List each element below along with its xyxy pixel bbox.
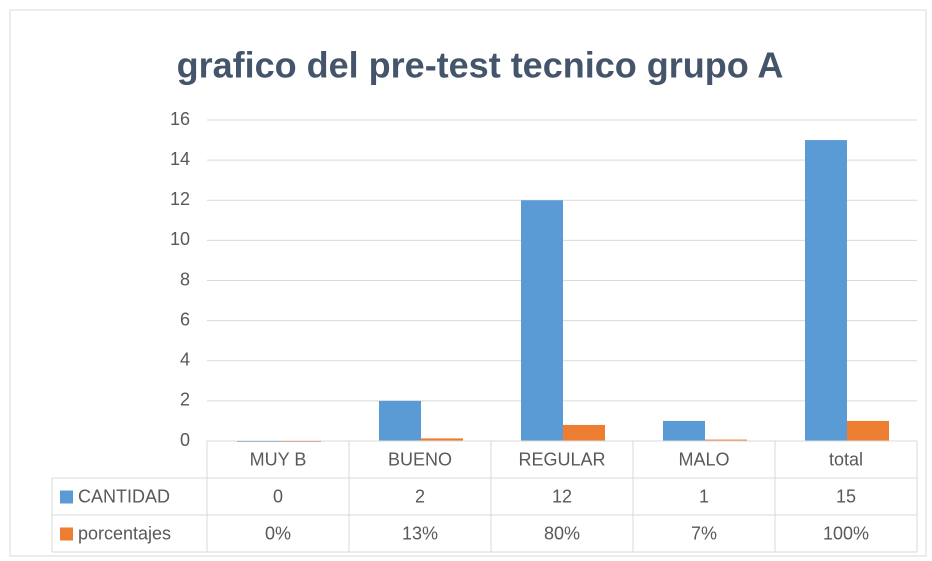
bar <box>847 420 889 441</box>
table-cell: 0% <box>265 523 291 543</box>
legend-label: porcentajes <box>78 523 171 543</box>
bar <box>563 424 605 441</box>
table-cell: 15 <box>836 486 856 506</box>
table-cell: 2 <box>415 486 425 506</box>
y-tick-label: 10 <box>170 229 190 249</box>
chart-border <box>9 9 927 557</box>
y-tick-label: 16 <box>170 109 190 129</box>
x-tick-label: BUENO <box>388 449 452 469</box>
bar <box>421 438 463 441</box>
table-cell: 0 <box>273 486 283 506</box>
table-cell: 13% <box>402 523 438 543</box>
bar <box>805 140 847 441</box>
bar <box>521 200 563 441</box>
bar <box>663 420 705 441</box>
chart-title: grafico del pre-test tecnico grupo A <box>177 45 784 86</box>
x-tick-label: MALO <box>678 449 729 469</box>
table-cell: 7% <box>691 523 717 543</box>
legend-label: CANTIDAD <box>78 486 170 506</box>
legend-key <box>60 527 73 541</box>
table-cell: 12 <box>552 486 572 506</box>
y-tick-label: 4 <box>180 350 190 370</box>
x-tick-label: REGULAR <box>518 449 605 469</box>
table-cell: 80% <box>544 523 580 543</box>
x-tick-label: total <box>829 449 863 469</box>
y-tick-label: 2 <box>180 390 190 410</box>
table-cell: 100% <box>823 523 869 543</box>
y-tick-label: 6 <box>180 309 190 329</box>
y-tick-label: 14 <box>170 149 190 169</box>
y-tick-label: 0 <box>180 430 190 450</box>
table-cell: 1 <box>699 486 709 506</box>
y-tick-label: 8 <box>180 269 190 289</box>
legend-key <box>60 490 73 504</box>
bar <box>379 400 421 441</box>
y-tick-label: 12 <box>170 189 190 209</box>
x-tick-label: MUY B <box>250 449 307 469</box>
bar <box>705 439 747 441</box>
